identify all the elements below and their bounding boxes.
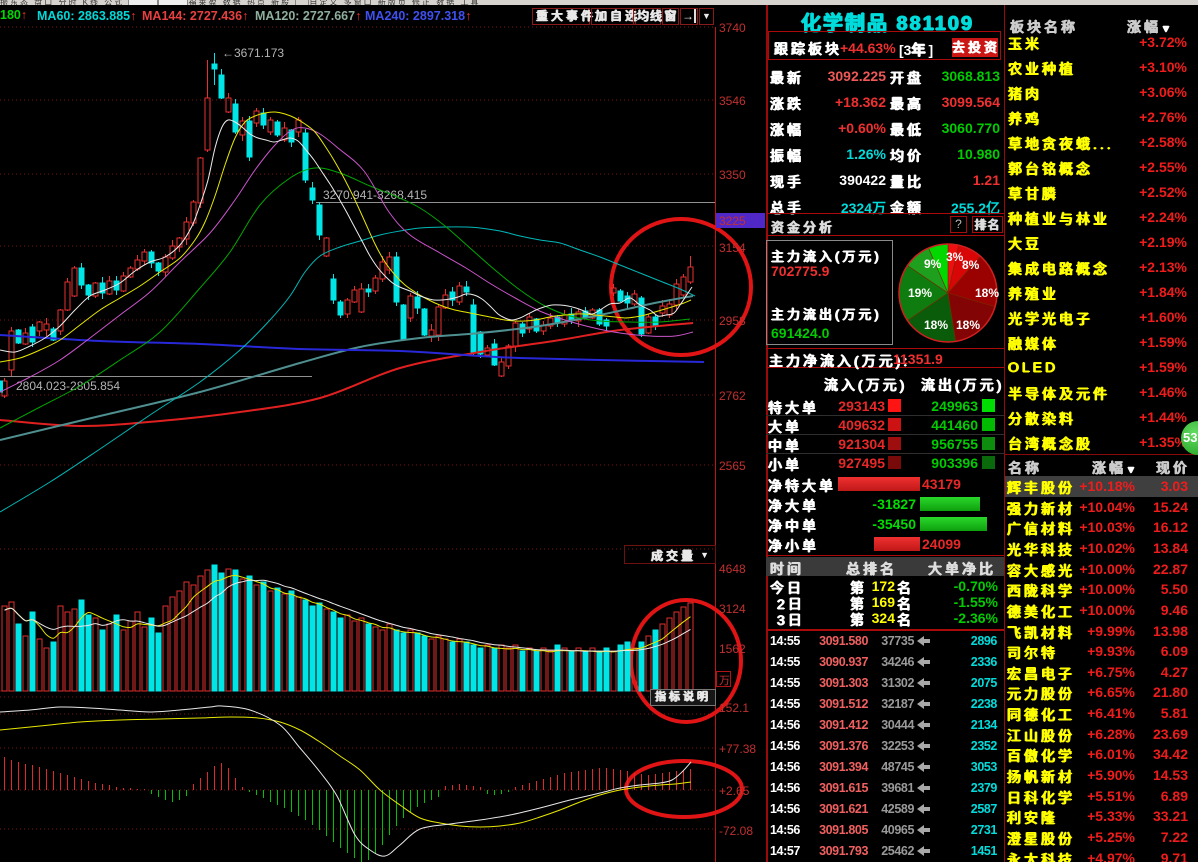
svg-text:2958: 2958 (719, 314, 746, 328)
svg-text:19%: 19% (908, 286, 932, 300)
svg-text:3154: 3154 (719, 241, 746, 255)
svg-text:152.1: 152.1 (719, 701, 749, 715)
svg-text:18%: 18% (975, 286, 999, 300)
svg-text:2762: 2762 (719, 389, 746, 403)
svg-text:8%: 8% (962, 258, 980, 272)
svg-text:3%: 3% (946, 250, 964, 264)
svg-text:2565: 2565 (719, 459, 746, 473)
svg-text:9%: 9% (924, 257, 942, 271)
svg-text:4648: 4648 (719, 562, 746, 576)
svg-text:+77.38: +77.38 (719, 742, 756, 756)
svg-text:18%: 18% (956, 318, 980, 332)
svg-text:万: 万 (719, 675, 730, 687)
svg-text:18%: 18% (924, 318, 948, 332)
svg-text:2804.023-2805.854: 2804.023-2805.854 (16, 379, 120, 393)
svg-text:3740: 3740 (719, 21, 746, 35)
svg-text:-72.08: -72.08 (719, 824, 753, 838)
svg-text:3350: 3350 (719, 168, 746, 182)
svg-text:1562: 1562 (719, 642, 746, 656)
svg-text:3124: 3124 (719, 602, 746, 616)
svg-text:+2.65: +2.65 (719, 784, 750, 798)
svg-text:3546: 3546 (719, 94, 746, 108)
svg-text:←3671.173: ←3671.173 (222, 46, 284, 60)
svg-text:3270.941-3268.415: 3270.941-3268.415 (323, 188, 427, 202)
svg-text:3225: 3225 (719, 214, 746, 228)
